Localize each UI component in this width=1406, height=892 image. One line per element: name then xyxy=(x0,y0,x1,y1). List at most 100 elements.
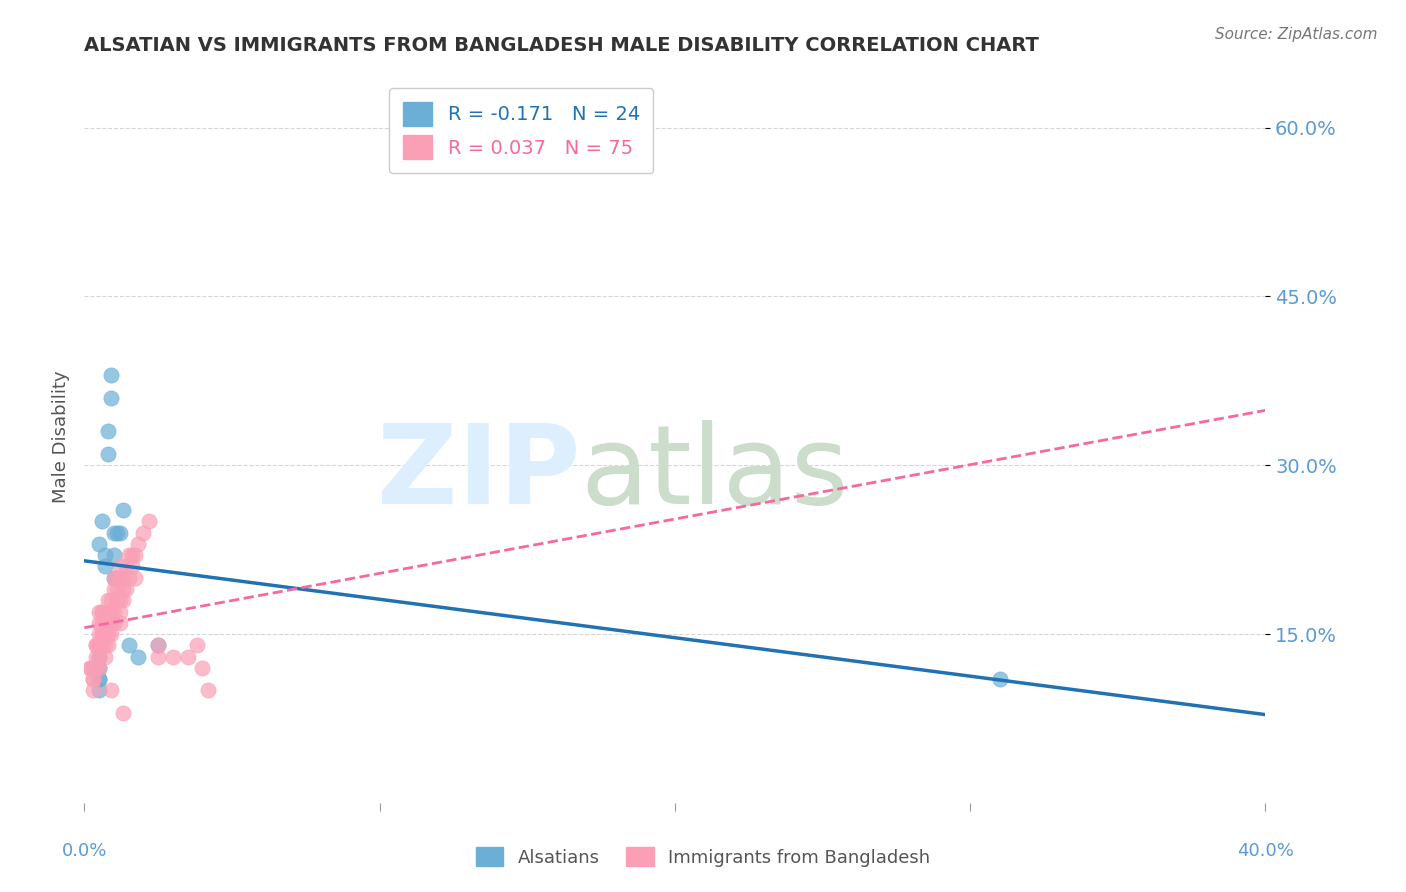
Point xyxy=(177,649,200,664)
Point xyxy=(87,537,111,551)
Point xyxy=(97,615,120,630)
Point xyxy=(148,649,170,664)
Point xyxy=(97,593,120,607)
Point xyxy=(97,615,120,630)
Point xyxy=(87,627,111,641)
Point xyxy=(186,638,208,652)
Point xyxy=(97,638,120,652)
Point xyxy=(87,661,111,675)
Text: 40.0%: 40.0% xyxy=(1237,842,1294,860)
Point xyxy=(114,582,136,596)
Point xyxy=(111,582,134,596)
Point xyxy=(148,638,170,652)
Point xyxy=(94,548,117,562)
Point xyxy=(97,605,120,619)
Point xyxy=(87,683,111,698)
Point xyxy=(100,627,122,641)
Point xyxy=(87,605,111,619)
Point xyxy=(87,638,111,652)
Point xyxy=(103,525,125,540)
Y-axis label: Male Disability: Male Disability xyxy=(52,371,70,503)
Point xyxy=(111,593,134,607)
Point xyxy=(148,638,170,652)
Point xyxy=(84,649,107,664)
Point xyxy=(100,683,122,698)
Point xyxy=(91,638,114,652)
Text: 0.0%: 0.0% xyxy=(62,842,107,860)
Point xyxy=(91,605,114,619)
Point xyxy=(79,661,101,675)
Point xyxy=(108,593,131,607)
Point xyxy=(91,615,114,630)
Point xyxy=(108,605,131,619)
Text: ALSATIAN VS IMMIGRANTS FROM BANGLADESH MALE DISABILITY CORRELATION CHART: ALSATIAN VS IMMIGRANTS FROM BANGLADESH M… xyxy=(84,36,1039,54)
Point xyxy=(103,605,125,619)
Point xyxy=(103,615,125,630)
Point xyxy=(127,537,149,551)
Point xyxy=(87,638,111,652)
Point xyxy=(127,649,149,664)
Point xyxy=(94,627,117,641)
Point xyxy=(94,627,117,641)
Point xyxy=(988,672,1011,686)
Point xyxy=(87,649,111,664)
Point xyxy=(82,672,104,686)
Point xyxy=(121,559,143,574)
Point xyxy=(100,605,122,619)
Point xyxy=(124,548,146,562)
Point xyxy=(103,582,125,596)
Point xyxy=(97,605,120,619)
Legend: R = -0.171   N = 24, R = 0.037   N = 75: R = -0.171 N = 24, R = 0.037 N = 75 xyxy=(389,88,654,173)
Point xyxy=(108,559,131,574)
Point xyxy=(111,706,134,720)
Point xyxy=(118,638,141,652)
Point xyxy=(108,615,131,630)
Point xyxy=(94,649,117,664)
Point xyxy=(82,683,104,698)
Point xyxy=(84,638,107,652)
Point xyxy=(118,571,141,585)
Point xyxy=(87,661,111,675)
Point xyxy=(100,615,122,630)
Point xyxy=(138,515,160,529)
Point xyxy=(132,525,155,540)
Point xyxy=(87,672,111,686)
Point xyxy=(105,571,128,585)
Point xyxy=(124,571,146,585)
Point xyxy=(94,559,117,574)
Point xyxy=(94,615,117,630)
Point xyxy=(118,548,141,562)
Point xyxy=(91,627,114,641)
Point xyxy=(97,447,120,461)
Point xyxy=(91,605,114,619)
Point xyxy=(87,615,111,630)
Text: ZIP: ZIP xyxy=(377,420,581,527)
Point xyxy=(111,571,134,585)
Point xyxy=(84,638,107,652)
Point xyxy=(100,391,122,405)
Point xyxy=(87,649,111,664)
Point xyxy=(87,672,111,686)
Point xyxy=(105,593,128,607)
Point xyxy=(94,638,117,652)
Legend: Alsatians, Immigrants from Bangladesh: Alsatians, Immigrants from Bangladesh xyxy=(468,840,938,874)
Point xyxy=(162,649,184,664)
Point xyxy=(105,571,128,585)
Point xyxy=(121,548,143,562)
Point xyxy=(94,615,117,630)
Point xyxy=(91,627,114,641)
Point xyxy=(100,368,122,383)
Point xyxy=(100,593,122,607)
Point xyxy=(97,425,120,439)
Point xyxy=(82,672,104,686)
Point xyxy=(103,548,125,562)
Point xyxy=(105,582,128,596)
Text: atlas: atlas xyxy=(581,420,849,527)
Point xyxy=(108,525,131,540)
Point xyxy=(79,661,101,675)
Point xyxy=(103,571,125,585)
Point xyxy=(108,571,131,585)
Point xyxy=(82,661,104,675)
Point xyxy=(114,559,136,574)
Point xyxy=(103,571,125,585)
